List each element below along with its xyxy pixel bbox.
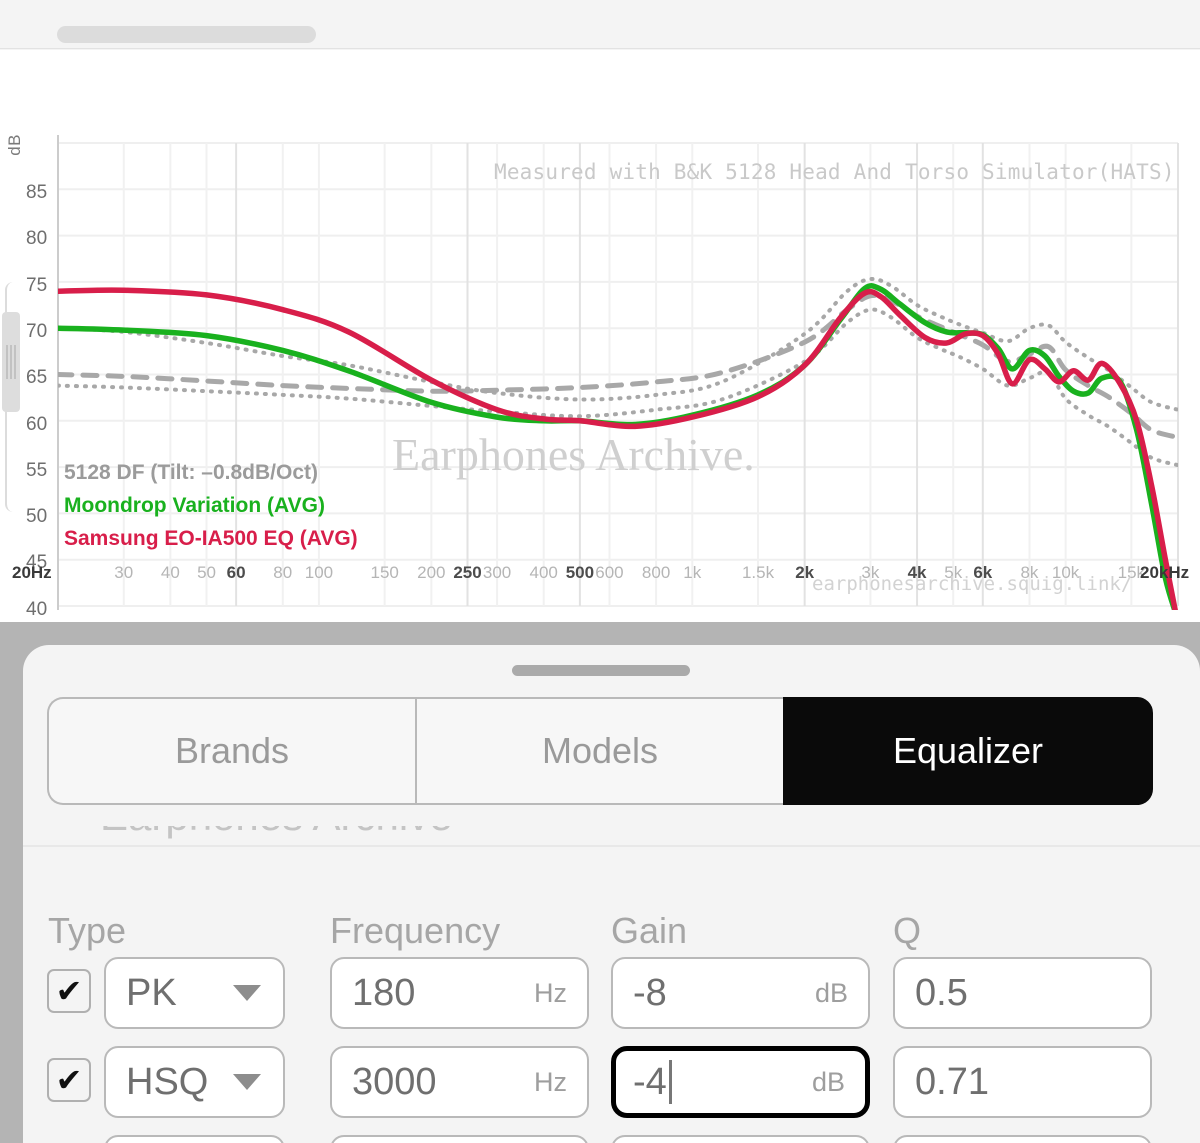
graph-left-bracket-bottom [5,402,21,512]
y-axis-tick-label: 75 [26,274,48,296]
band-gain-input[interactable] [611,1135,870,1143]
band-type-select[interactable] [104,1135,285,1143]
x-axis-tick-label: 2k [795,563,815,582]
x-axis-tick-label: 20Hz [12,563,52,582]
band-q-value: 0.5 [915,972,968,1014]
clipped-scrolled-text: Earphones Archive [0,826,1177,845]
eq-band-row: ✔ PK 180 Hz -8 dB 0.5 [0,957,1200,1046]
x-axis-tick-label: 30 [114,563,134,582]
band-frequency-input[interactable] [330,1135,589,1143]
band-type-value: PK [126,972,177,1014]
frequency-unit-label: Hz [534,977,567,1008]
eq-band-row-partial [0,1135,1200,1143]
text-cursor [668,1060,672,1104]
x-axis-tick-label: 5k [944,563,963,582]
legend-item-moondrop-variation[interactable]: Moondrop Variation (AVG) [64,494,325,517]
band-q-input[interactable]: 0.5 [893,957,1152,1029]
x-axis-tick-label: 60 [226,563,246,582]
x-axis-tick-label: 250 [453,563,482,582]
sheet-drag-handle[interactable] [512,665,690,676]
x-axis-tick-label: 100 [304,563,334,582]
band-gain-value: -8 [633,972,667,1014]
chart-legend: 5128 DF (Tilt: –0.8dB/Oct) Moondrop Vari… [64,456,358,555]
band-gain-input-focused[interactable]: -4 dB [611,1046,870,1118]
band-enable-checkbox[interactable]: ✔ [47,969,91,1013]
frequency-response-graph[interactable]: dB 8580757065605550454035 20Hz3040506080… [0,50,1200,633]
x-axis-tick-label: 500 [565,563,595,582]
column-header-type: Type [48,910,127,951]
legend-item-samsung-eo-ia500[interactable]: Samsung EO-IA500 EQ (AVG) [64,527,358,550]
chart-svg [57,135,1179,610]
plot-canvas [0,50,1200,633]
eq-band-row: ✔ HSQ 3000 Hz -4 dB 0.71 [0,1046,1200,1135]
x-axis-tick-label: 50 [197,563,217,582]
gain-unit-label: dB [811,1066,845,1097]
watermark: Earphones Archive. [392,429,755,480]
tab-models[interactable]: Models [415,697,783,805]
y-axis-tick-label: 85 [26,182,48,203]
x-axis-tick-label: 800 [641,563,671,582]
x-axis-tick-label: 10k [1051,563,1080,582]
top-bar [0,0,1200,49]
clipped-text: Earphones Archive [100,826,453,840]
y-axis-tick-label: 50 [26,506,48,528]
y-axis-unit-label: dB [5,134,24,156]
graph-resize-handle[interactable] [0,312,22,412]
y-axis-tick-label: 45 [26,552,48,574]
band-type-value: HSQ [126,1061,209,1103]
section-divider [23,845,1200,847]
y-axis-tick-label: 40 [26,598,48,620]
column-header-q: Q [893,910,922,951]
grip-line-2 [10,345,12,379]
gain-unit-label: dB [814,977,848,1008]
band-q-input[interactable]: 0.71 [893,1046,1152,1118]
band-gain-input[interactable]: -8 dB [611,957,870,1029]
tab-equalizer[interactable]: Equalizer [783,697,1153,805]
y-axis-tick-label: 60 [26,413,48,435]
band-type-select[interactable]: PK [104,957,285,1029]
band-type-select[interactable]: HSQ [104,1046,285,1118]
band-q-value: 0.71 [915,1061,989,1103]
legend-item-target[interactable]: 5128 DF (Tilt: –0.8dB/Oct) [64,461,319,484]
measurement-annotation: Measured with B&K 5128 Head And Torso Si… [494,160,1175,184]
column-header-frequency: Frequency [330,910,501,951]
x-axis-tick-label: 4k [907,563,927,582]
grip-line-1 [6,345,8,379]
chevron-down-icon [233,985,261,1001]
x-axis-tick-label: 400 [529,563,558,582]
x-axis-tick-label: 1.5k [741,563,775,582]
y-axis-tick-label: 55 [26,459,48,481]
y-axis-tick-label: 70 [26,320,48,342]
x-axis-tick-label: 8k [1020,563,1039,582]
x-axis-tick-label: 150 [370,563,399,582]
x-axis-tick-label: 600 [595,563,624,582]
band-enable-checkbox[interactable]: ✔ [47,1058,91,1102]
x-axis-tick-label: 3k [861,563,880,582]
band-frequency-value: 180 [352,972,416,1014]
band-frequency-value: 3000 [352,1061,437,1103]
x-axis-tick-label: 200 [417,563,446,582]
x-axis-tick-label: 1k [683,563,702,582]
x-axis-tick-label: 80 [273,563,293,582]
frequency-unit-label: Hz [534,1066,567,1097]
y-axis-tick-label: 65 [26,367,48,389]
tab-brands[interactable]: Brands [47,697,415,805]
x-axis-tick-label: 20kHz [1140,563,1190,582]
x-axis-tick-label: 300 [482,563,512,582]
x-axis-tick-label: 15k [1117,563,1146,582]
band-q-input[interactable] [893,1135,1152,1143]
chevron-down-icon [233,1074,261,1090]
x-axis-tick-label: 6k [973,563,993,582]
site-url-watermark: earphonesarchive.squig.link/ [812,573,1133,595]
grip-line-3 [14,345,16,379]
x-axis-tick-label: 40 [160,563,180,582]
horizontal-scrollbar[interactable] [57,26,316,43]
band-frequency-input[interactable]: 180 Hz [330,957,589,1029]
band-gain-value: -4 [633,1061,667,1103]
tab-bar: Brands Models Equalizer [47,697,1153,805]
y-axis-tick-label: 80 [26,228,48,250]
column-header-gain: Gain [611,910,688,951]
band-frequency-input[interactable]: 3000 Hz [330,1046,589,1118]
